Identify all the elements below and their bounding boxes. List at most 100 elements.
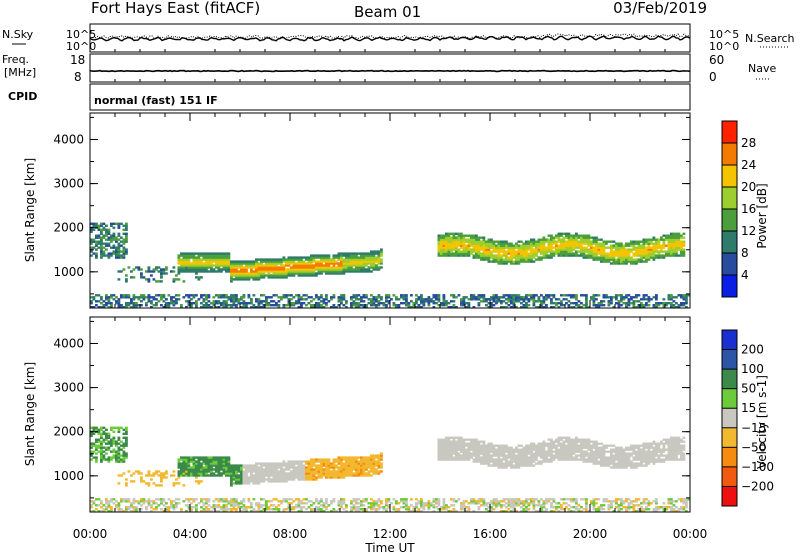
power-cell [225, 296, 228, 299]
velocity-cell [217, 466, 221, 469]
velocity-cell [452, 440, 456, 443]
power-cell [190, 254, 193, 257]
power-cell [297, 260, 301, 263]
power-cell [575, 304, 578, 307]
power-cell [322, 298, 326, 301]
power-cell [217, 302, 221, 305]
power-cell [472, 294, 476, 297]
velocity-cell [460, 440, 463, 443]
power-cell [677, 238, 681, 241]
velocity-cell [352, 456, 356, 459]
velocity-cell [190, 466, 193, 469]
velocity-cell [182, 464, 186, 467]
power-cell [662, 246, 666, 249]
power-cell [182, 256, 186, 259]
power-cell [312, 298, 316, 301]
power-cell [270, 266, 273, 269]
power-cell [330, 272, 333, 275]
power-cell [235, 304, 238, 307]
power-cell [485, 252, 488, 255]
velocity-cell [312, 464, 316, 467]
velocity-cell [140, 476, 143, 479]
velocity-cell [492, 454, 496, 457]
power-cell [537, 306, 541, 309]
velocity-cell [100, 426, 103, 429]
power-cell [557, 240, 561, 243]
power-cell [127, 294, 131, 297]
power-cell [510, 242, 513, 245]
velocity-cell [495, 450, 498, 453]
power-cell [227, 270, 231, 273]
velocity-cell [192, 498, 196, 501]
power-cell [115, 248, 118, 251]
velocity-cell [185, 460, 188, 463]
power-cell [305, 266, 308, 269]
power-cell [182, 260, 186, 263]
velocity-cell [507, 446, 511, 449]
power-cell [205, 268, 208, 271]
power-cell [125, 234, 128, 237]
power-cell [635, 242, 638, 245]
velocity-cell [377, 464, 381, 467]
power-cell [310, 264, 313, 267]
power-cell [102, 254, 106, 257]
power-cell [107, 256, 111, 259]
velocity-cell [202, 510, 206, 513]
power-cell [440, 254, 443, 257]
power-cell [442, 246, 446, 249]
power-cell [622, 260, 626, 263]
power-cell [350, 264, 353, 267]
velocity-cell [340, 504, 343, 507]
velocity-cell [502, 448, 506, 451]
velocity-cell [437, 450, 441, 453]
velocity-cell [480, 440, 483, 443]
power-cell [625, 296, 628, 299]
power-cell [525, 242, 528, 245]
power-cell [590, 252, 593, 255]
velocity-cell [310, 508, 313, 511]
power-cell [510, 256, 513, 259]
power-cell [287, 298, 291, 301]
power-cell [620, 256, 623, 259]
velocity-cell [357, 456, 361, 459]
power-cell [612, 296, 616, 299]
velocity-cell [135, 500, 138, 503]
velocity-cell [230, 480, 233, 483]
power-ylabel: Slant Range [km] [23, 158, 37, 262]
power-cell [375, 306, 378, 309]
power-cell [277, 268, 281, 271]
power-cell [450, 240, 453, 243]
power-cell [237, 260, 241, 263]
velocity-cell [97, 440, 101, 443]
power-cell [587, 244, 591, 247]
power-cell [320, 256, 323, 259]
power-cell [525, 260, 528, 263]
velocity-cell [255, 464, 258, 467]
power-cell [590, 250, 593, 253]
velocity-cell [100, 502, 103, 505]
velocity-cell [370, 508, 373, 511]
velocity-cell [230, 472, 233, 475]
power-cell [305, 304, 308, 307]
power-cell [495, 244, 498, 247]
power-cell [117, 234, 121, 237]
power-cell [470, 244, 473, 247]
velocity-cell [280, 478, 283, 481]
power-cell [122, 242, 126, 245]
power-cell [172, 300, 176, 303]
power-cell [282, 272, 286, 275]
velocity-cell [232, 474, 236, 477]
power-cell [322, 258, 326, 261]
velocity-cell [267, 466, 271, 469]
power-cell [562, 244, 566, 247]
power-cell [375, 264, 378, 267]
power-cell [545, 256, 548, 259]
velocity-cell [122, 460, 126, 463]
power-cell [482, 238, 486, 241]
velocity-cell [472, 444, 476, 447]
velocity-cell [297, 462, 301, 465]
velocity-cell [492, 458, 496, 461]
power-cell [115, 250, 118, 253]
power-cell [360, 256, 363, 259]
power-cell [402, 296, 406, 299]
